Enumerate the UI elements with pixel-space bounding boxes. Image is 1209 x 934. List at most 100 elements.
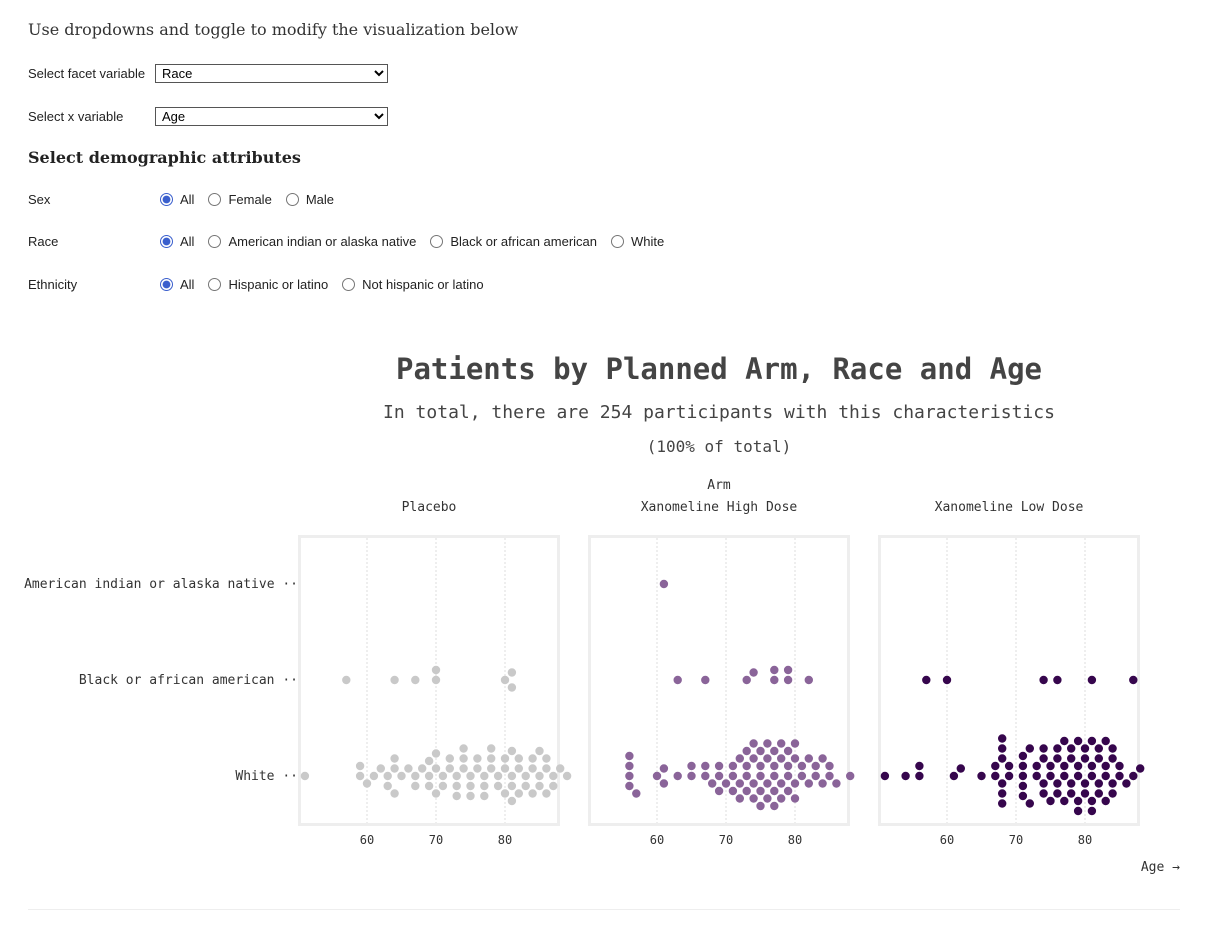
- race-option-black[interactable]: Black or african american: [429, 234, 597, 249]
- data-point: [549, 771, 558, 781]
- data-point: [991, 761, 1000, 771]
- data-point: [1073, 806, 1083, 816]
- data-point: [1087, 675, 1097, 685]
- x-tick-label: 60: [650, 833, 664, 847]
- data-point: [1032, 761, 1041, 771]
- data-point: [1060, 771, 1069, 781]
- data-point: [431, 789, 441, 798]
- data-point: [390, 675, 399, 685]
- data-point: [1122, 779, 1131, 788]
- data-point: [770, 801, 779, 811]
- data-point: [438, 781, 448, 791]
- sex-radio-female[interactable]: [208, 193, 222, 206]
- data-point: [625, 761, 634, 771]
- data-point: [804, 675, 813, 685]
- chart-title: Patients by Planned Arm, Race and Age: [395, 352, 1042, 386]
- data-point: [763, 754, 772, 763]
- data-point: [507, 781, 517, 791]
- data-point: [763, 794, 772, 803]
- data-point: [701, 761, 710, 771]
- data-point: [721, 779, 731, 788]
- sex-radio-male[interactable]: [285, 193, 299, 206]
- facet-panel: [298, 535, 560, 826]
- data-point: [790, 794, 800, 803]
- data-point: [466, 791, 475, 801]
- data-point: [783, 746, 793, 756]
- data-point: [1073, 761, 1083, 771]
- ethnicity-radio-all[interactable]: [160, 278, 173, 291]
- sex-option-label: Female: [228, 192, 272, 207]
- ethnicity-option-hispanic[interactable]: Hispanic or latino: [207, 277, 328, 292]
- data-point: [445, 754, 454, 763]
- data-point: [728, 761, 738, 771]
- data-point: [1060, 796, 1069, 806]
- data-point: [500, 675, 510, 685]
- sex-option-male[interactable]: Male: [285, 192, 334, 207]
- sex-option-all[interactable]: All: [159, 192, 194, 207]
- data-point: [452, 771, 461, 781]
- data-point: [542, 764, 551, 773]
- data-point: [770, 675, 779, 685]
- xvar-select[interactable]: Age: [155, 107, 388, 126]
- facet-control: Select facet variable Race: [28, 64, 388, 83]
- data-point: [411, 781, 420, 791]
- race-radio-white[interactable]: [611, 235, 625, 248]
- data-point: [818, 754, 827, 763]
- race-radio-black[interactable]: [430, 235, 444, 248]
- data-point: [424, 756, 434, 766]
- ethnicity-radio-hispanic[interactable]: [208, 278, 222, 291]
- data-point: [459, 744, 468, 753]
- ethnicity-option-all[interactable]: All: [159, 277, 194, 292]
- data-point: [542, 754, 551, 763]
- data-point: [514, 764, 523, 773]
- data-point: [763, 779, 772, 788]
- data-point: [1025, 799, 1035, 808]
- race-option-label: White: [631, 234, 665, 249]
- data-point: [991, 771, 1000, 781]
- data-point: [998, 799, 1007, 808]
- row-label: White ··: [235, 769, 298, 784]
- ethnicity-radio-not-hispanic[interactable]: [342, 278, 356, 291]
- race-radio-american-indian[interactable]: [208, 235, 222, 248]
- race-option-all[interactable]: All: [159, 234, 194, 249]
- data-point: [701, 675, 710, 685]
- data-point: [556, 764, 565, 773]
- data-point: [1073, 736, 1083, 746]
- data-point: [735, 794, 744, 803]
- data-point: [528, 764, 537, 773]
- sex-radio-all[interactable]: [160, 193, 173, 206]
- data-point: [1053, 789, 1062, 798]
- race-option-american-indian[interactable]: American indian or alaska native: [207, 234, 416, 249]
- data-point: [521, 771, 530, 781]
- data-point: [521, 781, 530, 791]
- chart-subtitle: In total, there are 254 participants wit…: [383, 402, 1055, 423]
- row-label: Black or african american ··: [79, 673, 298, 688]
- data-point: [1004, 761, 1014, 771]
- data-point: [777, 754, 786, 763]
- data-point: [1018, 751, 1028, 761]
- data-point: [1094, 744, 1104, 753]
- race-radio-all[interactable]: [160, 235, 173, 248]
- data-point: [790, 754, 800, 763]
- data-point: [770, 786, 779, 796]
- data-point: [397, 771, 406, 781]
- data-point: [770, 665, 779, 675]
- x-tick-label: 70: [429, 833, 443, 847]
- data-point: [749, 754, 758, 763]
- data-point: [1053, 744, 1062, 753]
- race-option-white[interactable]: White: [610, 234, 664, 249]
- data-point: [756, 771, 765, 781]
- facet-select[interactable]: Race: [155, 64, 388, 83]
- data-point: [652, 771, 662, 781]
- sex-option-female[interactable]: Female: [207, 192, 272, 207]
- ethnicity-option-not-hispanic[interactable]: Not hispanic or latino: [341, 277, 484, 292]
- data-point: [507, 771, 517, 781]
- data-point: [500, 789, 510, 798]
- data-point: [480, 791, 489, 801]
- race-option-label: Black or african american: [450, 234, 598, 249]
- data-point: [777, 794, 786, 803]
- data-point: [1094, 779, 1104, 788]
- footer-divider: [28, 909, 1180, 910]
- data-point: [487, 744, 496, 753]
- facet-label: Xanomeline Low Dose: [935, 500, 1084, 515]
